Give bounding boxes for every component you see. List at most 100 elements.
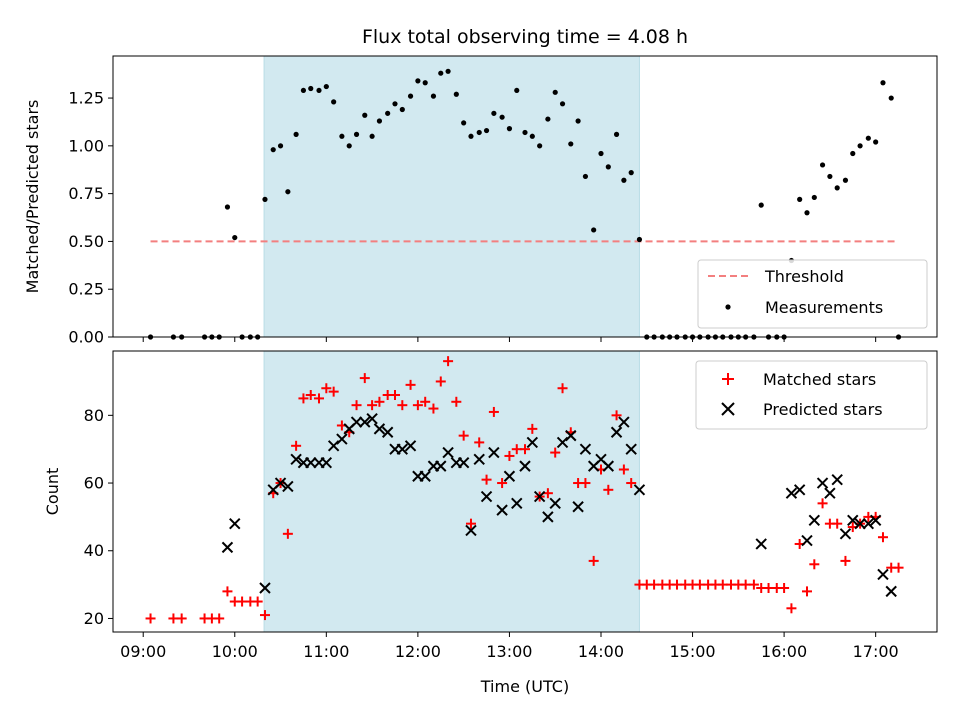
matched-star-point bbox=[420, 396, 431, 407]
matched-star-point bbox=[412, 400, 423, 411]
measurement-point bbox=[445, 68, 451, 74]
count-y-tick-label: 40 bbox=[84, 541, 104, 560]
count-y-axis-label: Count bbox=[43, 468, 62, 516]
matched-star-point bbox=[893, 562, 904, 573]
measurement-point bbox=[353, 131, 360, 137]
measurement-point bbox=[582, 173, 589, 180]
predicted-star-point bbox=[556, 436, 569, 449]
matched-star-point bbox=[801, 586, 812, 597]
count-y-axis: 20 40 60 80 bbox=[84, 406, 113, 628]
ratio-legend-box bbox=[697, 259, 928, 329]
measurement-point bbox=[308, 85, 314, 92]
matched-star-point bbox=[809, 559, 820, 570]
matched-star-point bbox=[786, 603, 797, 614]
ratio-legend: Threshold Measurements bbox=[697, 259, 928, 329]
ratio-y-tick-label: 0.50 bbox=[68, 232, 104, 251]
measurement-point bbox=[804, 210, 810, 216]
matched-star-point bbox=[305, 390, 316, 401]
ratio-y-tick-label: 0.00 bbox=[68, 328, 104, 347]
measurement-point bbox=[628, 170, 634, 176]
measurement-point bbox=[842, 177, 849, 183]
measurement-point bbox=[522, 129, 528, 136]
measurement-point bbox=[430, 93, 437, 99]
matched-star-point bbox=[527, 423, 538, 434]
predicted-star-point bbox=[336, 433, 348, 445]
matched-star-point bbox=[435, 376, 446, 387]
measurement-point bbox=[392, 101, 398, 107]
matched-star-point bbox=[542, 488, 553, 499]
measurement-point bbox=[880, 80, 886, 86]
predicted-star-point bbox=[633, 484, 646, 496]
measurement-point bbox=[888, 95, 894, 101]
predicted-star-point bbox=[862, 517, 875, 530]
matched-star-point bbox=[367, 400, 378, 411]
matched-star-point bbox=[252, 596, 263, 607]
predicted-star-point bbox=[816, 477, 829, 489]
time-x-tick-label: 17:00 bbox=[853, 642, 899, 661]
measurement-point bbox=[598, 150, 604, 157]
matched-star-point bbox=[314, 393, 324, 404]
matched-star-point bbox=[405, 379, 416, 390]
measurement-point bbox=[568, 141, 574, 147]
matched-star-point bbox=[832, 518, 843, 529]
matched-star-point bbox=[611, 410, 622, 421]
predicted-star-point bbox=[381, 426, 394, 438]
predicted-star-point bbox=[549, 497, 561, 510]
matched-star-point bbox=[222, 586, 233, 597]
predicted-star-point bbox=[488, 446, 500, 459]
matched-star-point bbox=[397, 400, 408, 411]
legend-measurements-swatch bbox=[725, 304, 731, 310]
measurement-point bbox=[376, 118, 383, 124]
predicted-star-point bbox=[503, 470, 516, 482]
predicted-star-point bbox=[350, 416, 363, 428]
predicted-stars-points bbox=[221, 413, 897, 598]
matched-star-point bbox=[428, 403, 439, 414]
matched-star-point bbox=[321, 383, 332, 394]
measurement-point bbox=[476, 129, 482, 136]
measurement-point bbox=[613, 131, 620, 137]
legend-predicted-label: Predicted stars bbox=[763, 400, 883, 419]
legend-measurements-label: Measurements bbox=[765, 298, 883, 317]
predicted-star-point bbox=[274, 477, 287, 489]
measurement-point bbox=[438, 70, 444, 76]
matched-star-point bbox=[282, 528, 293, 539]
predicted-star-point bbox=[366, 413, 378, 425]
predicted-star-point bbox=[396, 443, 409, 455]
time-x-axis: 09:00 10:00 11:00 12:00 13:00 14:00 15:00 16:00… bbox=[120, 632, 899, 661]
measurement-point bbox=[819, 162, 826, 168]
matched-star-point bbox=[458, 430, 469, 441]
matched-star-point bbox=[176, 613, 187, 624]
count-y-tick-label: 80 bbox=[84, 406, 104, 425]
matched-star-point bbox=[603, 484, 614, 495]
predicted-star-point bbox=[869, 514, 882, 526]
count-y-tick-label: 60 bbox=[84, 474, 104, 493]
matched-star-point bbox=[748, 579, 759, 590]
ratio-panel: 0.00 0.25 0.50 0.75 1.00 1.25 Matched/Predict… bbox=[23, 55, 938, 347]
predicted-star-point bbox=[877, 568, 889, 581]
matched-star-point bbox=[351, 400, 362, 411]
measurement-point bbox=[339, 133, 345, 139]
predicted-star-point bbox=[519, 460, 531, 472]
predicted-star-point bbox=[465, 524, 477, 537]
predicted-star-point bbox=[442, 446, 454, 459]
matched-star-point bbox=[504, 450, 515, 461]
predicted-star-point bbox=[229, 517, 241, 530]
predicted-star-point bbox=[831, 473, 843, 486]
predicted-star-point bbox=[565, 429, 577, 442]
matched-star-point bbox=[618, 464, 629, 475]
measurement-point bbox=[545, 116, 551, 122]
measurement-point bbox=[323, 83, 329, 90]
matched-star-point bbox=[443, 356, 454, 367]
count-panel: 20 40 60 80 09:00 10:00 11:00 12:00 13:00 14:00 1… bbox=[43, 350, 938, 696]
predicted-star-point bbox=[885, 585, 897, 598]
measurement-point bbox=[453, 91, 459, 97]
measurement-point bbox=[369, 133, 375, 139]
measurement-point bbox=[277, 143, 284, 149]
predicted-star-point bbox=[572, 501, 584, 513]
ratio-panel-frame bbox=[112, 55, 938, 338]
measurement-point bbox=[399, 106, 405, 113]
measurement-point bbox=[591, 227, 597, 233]
count-legend-box bbox=[695, 360, 928, 430]
time-x-tick-label: 16:00 bbox=[761, 642, 807, 661]
